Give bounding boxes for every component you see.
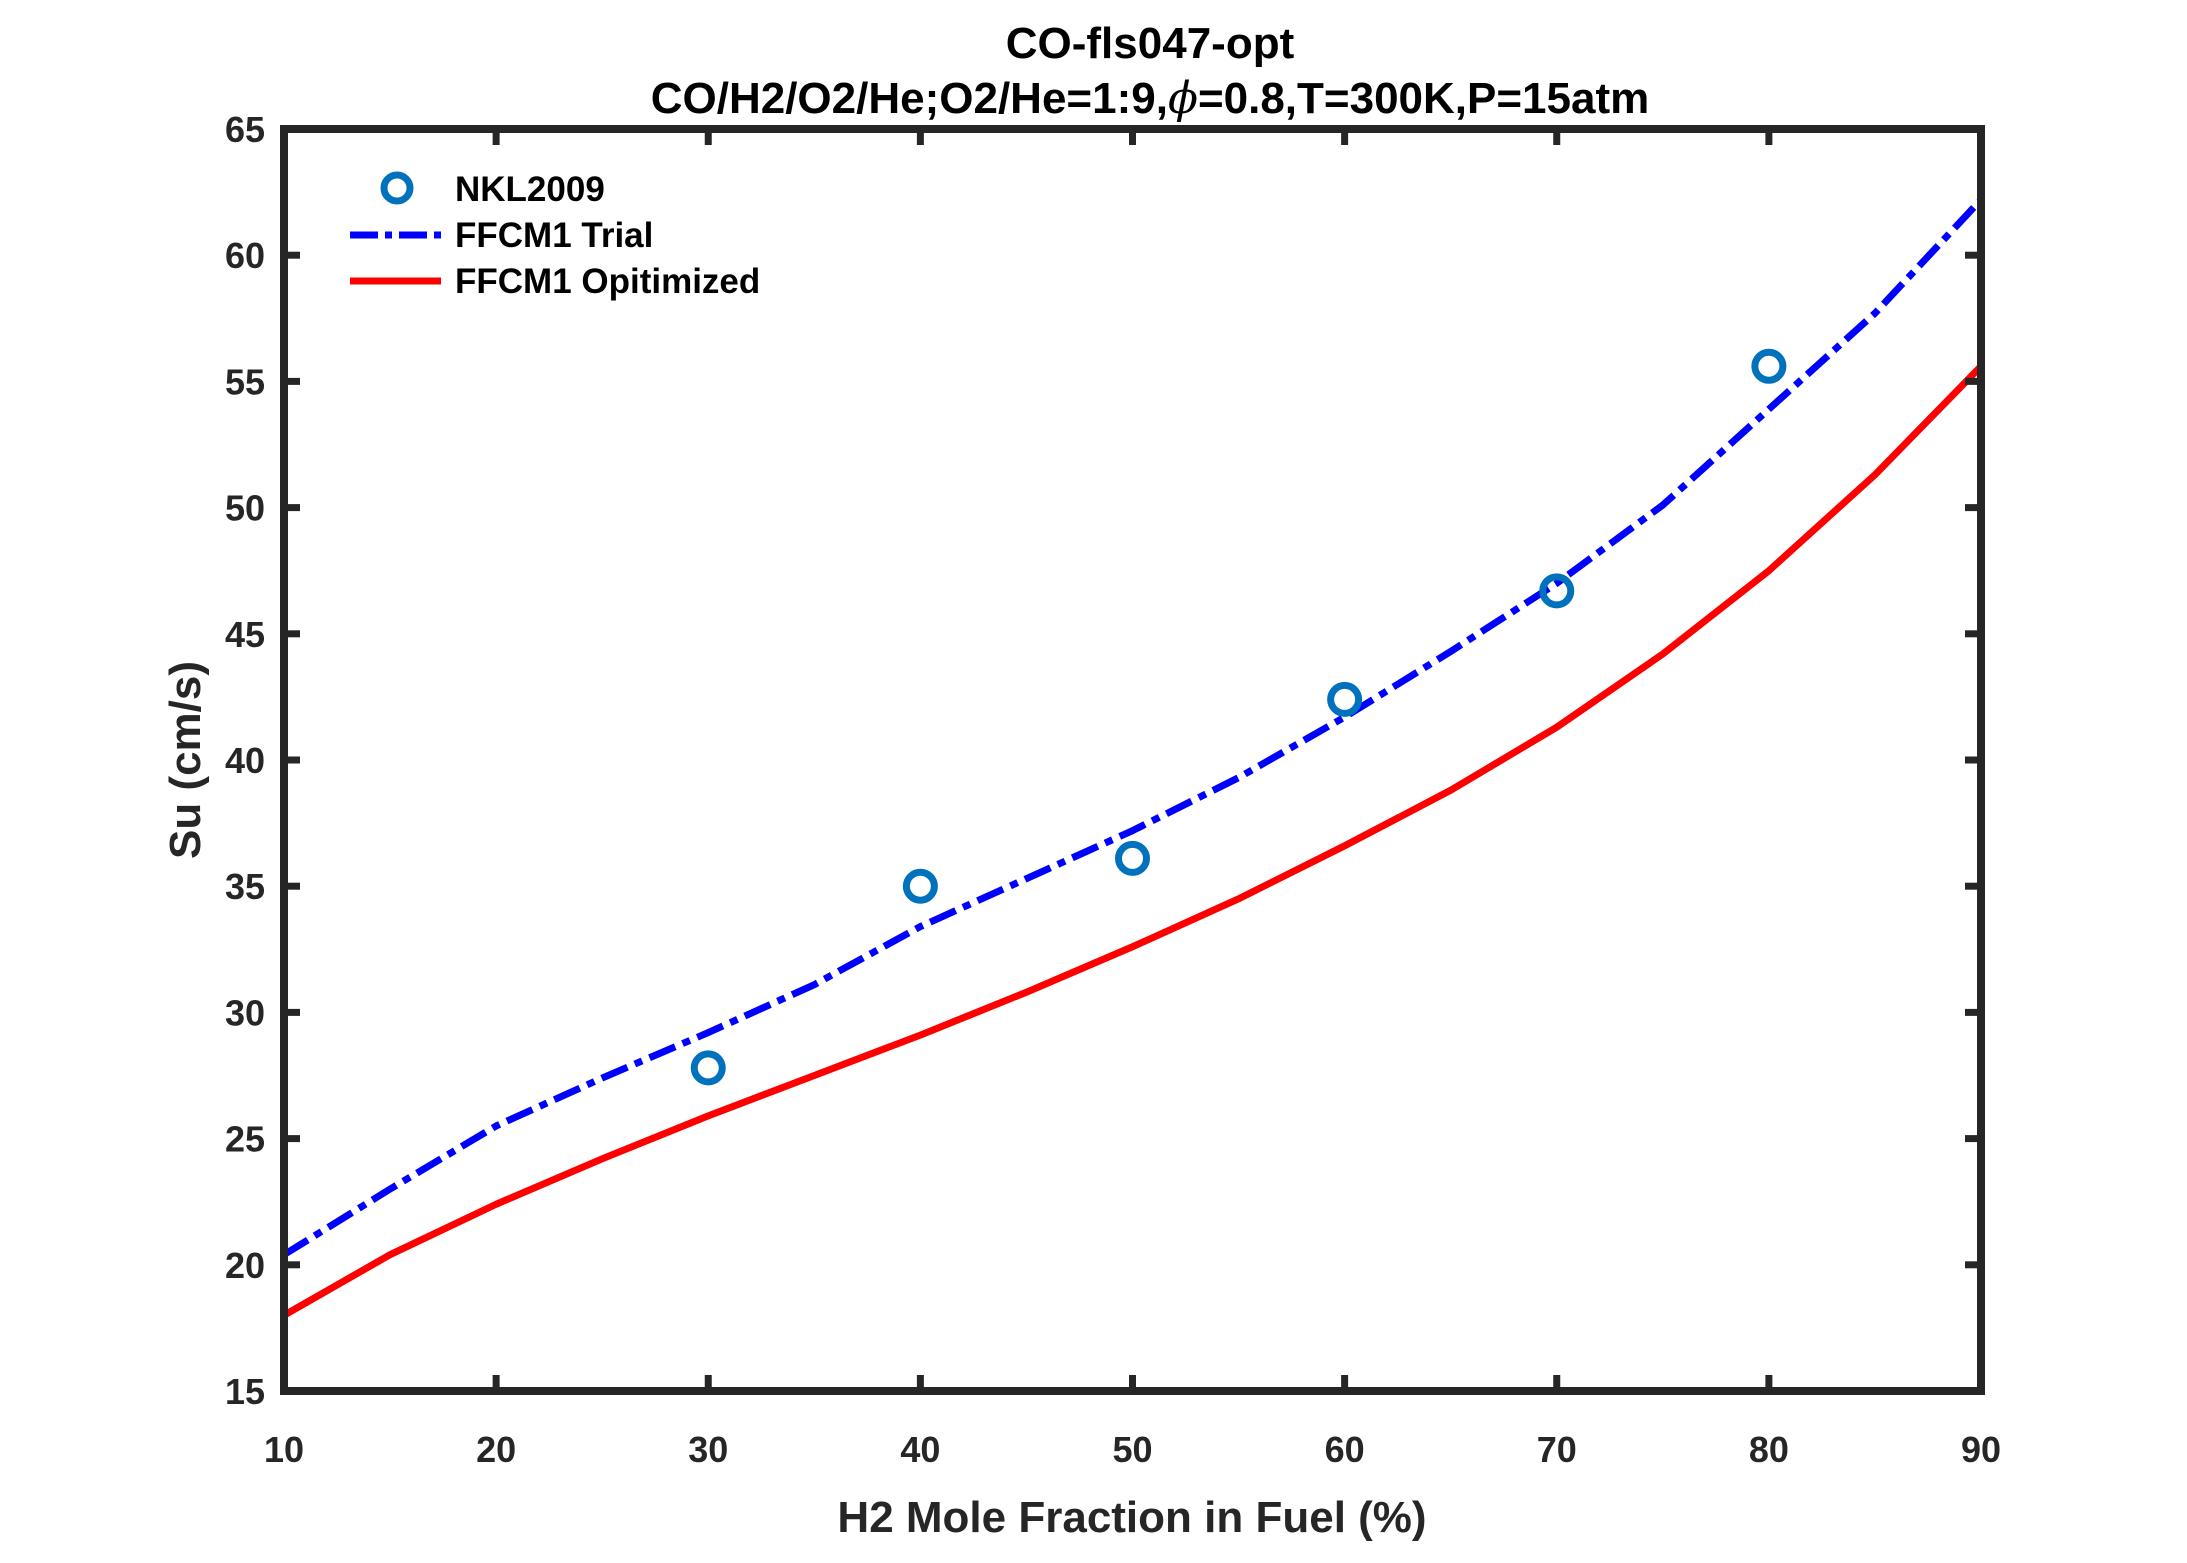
x-tick-label: 20 (476, 1429, 516, 1470)
legend-label-ffcm1-trial: FFCM1 Trial (455, 216, 653, 255)
y-tick-label: 55 (225, 361, 265, 402)
x-tick-label: 10 (264, 1429, 304, 1470)
y-tick-labels: 15 20 25 30 35 40 45 50 55 60 65 (225, 109, 265, 1412)
data-point-nkl2009 (1327, 681, 1363, 717)
subtitle-part-3: =0.8,T=300K,P=15atm (1198, 74, 1649, 123)
y-tick-label: 40 (225, 740, 265, 781)
subtitle-phi-symbol: ϕ (1168, 73, 1198, 124)
x-tick-label: 80 (1749, 1429, 1789, 1470)
x-tick-label: 60 (1325, 1429, 1365, 1470)
y-tick-label: 60 (225, 235, 265, 276)
data-point-nkl2009 (1751, 348, 1787, 384)
x-tick-label: 90 (1961, 1429, 2001, 1470)
x-tick-label: 70 (1537, 1429, 1577, 1470)
series-line-ffcm1-trial (282, 197, 1984, 1258)
y-tick-label: 65 (225, 109, 265, 150)
legend-marker-nkl2009 (380, 171, 414, 205)
subtitle-part-1: CO/H2/O2/He;O2/He=1:9, (651, 74, 1168, 123)
axes-box (280, 125, 1985, 1395)
chart-title: CO-fls047-opt (1006, 19, 1295, 68)
y-axis-label: Su (cm/s) (161, 661, 210, 859)
y-tick-label: 25 (225, 1119, 265, 1160)
series-layer (282, 197, 1984, 1319)
chart-subtitle: CO/H2/O2/He;O2/He=1:9,ϕ=0.8,T=300K,P=15a… (651, 73, 1650, 124)
x-axis-label: H2 Mole Fraction in Fuel (%) (837, 1493, 1426, 1542)
legend: NKL2009 FFCM1 Trial FFCM1 Opitimized (350, 170, 760, 301)
data-point-nkl2009 (902, 868, 938, 904)
x-tick-labels: 10 20 30 40 50 60 70 80 90 (264, 1429, 2001, 1470)
legend-label-nkl2009: NKL2009 (455, 170, 605, 209)
y-tick-label: 45 (225, 614, 265, 655)
x-tick-label: 50 (1112, 1429, 1152, 1470)
x-tick-label: 30 (688, 1429, 728, 1470)
data-point-nkl2009 (1539, 573, 1575, 609)
data-point-nkl2009 (690, 1050, 726, 1086)
legend-label-ffcm1-optimized: FFCM1 Opitimized (455, 262, 760, 301)
y-tick-label: 50 (225, 488, 265, 529)
y-tick-label: 35 (225, 866, 265, 907)
y-tick-label: 30 (225, 992, 265, 1033)
series-line-ffcm1-opitimized (282, 363, 1984, 1319)
plot-area (280, 125, 1985, 1395)
y-tick-label: 15 (225, 1371, 265, 1412)
data-point-nkl2009 (1115, 840, 1150, 876)
y-tick-label: 20 (225, 1245, 265, 1286)
x-tick-label: 40 (900, 1429, 940, 1470)
